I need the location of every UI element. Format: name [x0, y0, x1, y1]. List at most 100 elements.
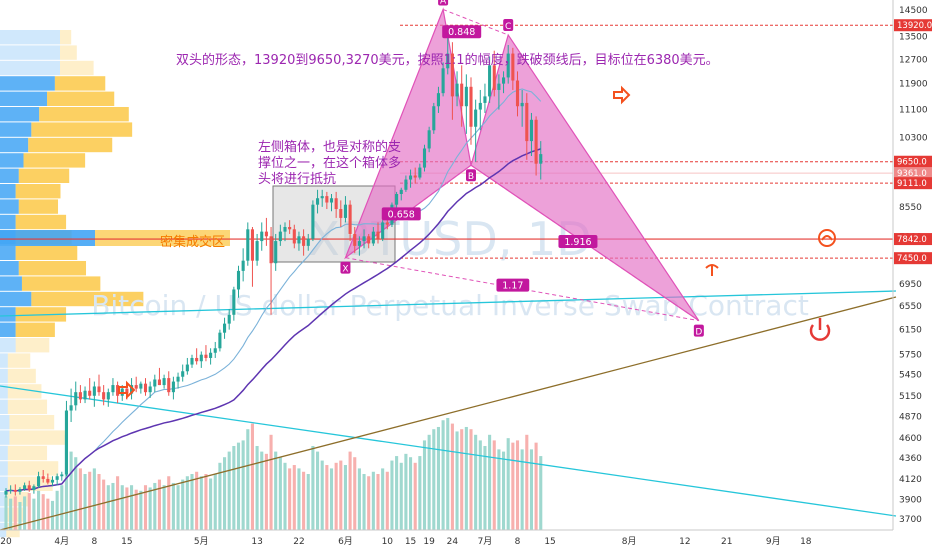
price-label: 9361.0 — [897, 169, 927, 179]
price-axis: 3700 3900 4120 4360 4600 4870 5150 5450 5750 6150… — [892, 0, 932, 530]
candle — [218, 329, 222, 352]
candle — [97, 374, 101, 396]
candle — [506, 45, 510, 84]
vp-buy-bar — [0, 338, 16, 353]
volume-bar — [520, 449, 524, 530]
volume-bar — [316, 451, 320, 530]
candle-body — [334, 198, 338, 210]
vp-buy-bar — [0, 261, 19, 276]
candle-body — [185, 364, 189, 372]
candle — [92, 381, 96, 407]
candle-body — [306, 238, 310, 246]
volume-bar — [64, 434, 68, 530]
volume-bar — [204, 474, 208, 530]
volume-bar — [432, 429, 436, 530]
price-tick-label: 4360 — [899, 454, 922, 464]
candle-body — [32, 486, 36, 490]
arrow-icon-left — [118, 380, 136, 400]
volume-bar — [9, 498, 13, 530]
volume-bar — [102, 479, 106, 530]
vp-sell-bar — [15, 245, 78, 260]
price-tick-label: 4870 — [899, 413, 922, 423]
candle-body — [464, 86, 468, 107]
candle-body — [525, 102, 529, 142]
volume-bar — [436, 426, 440, 530]
candle-body — [269, 236, 273, 264]
candle-body — [60, 474, 64, 477]
note-box-line-2: 撑位之一，在这个箱体多 — [258, 155, 401, 171]
time-axis: 20 4月 8 15 5月 13 22 6月 10 15 19 24 7月 8 15 8月 12 21 9月 18 — [0, 529, 893, 547]
time-tick-label: 20 — [0, 537, 12, 547]
price-tick-label: 13500 — [899, 33, 928, 43]
volume-bar — [334, 462, 338, 530]
vp-buy-bar — [0, 384, 8, 399]
vp-buy-bar — [0, 137, 29, 153]
candle-body — [241, 260, 245, 271]
point-label: B — [468, 172, 474, 182]
candle-body — [492, 65, 496, 90]
pattern-labels: X A B C D 0.848 0.658 1.916 1.17 — [340, 0, 704, 338]
time-tick-label: 24 — [447, 537, 459, 547]
candle-body — [246, 229, 250, 261]
candle — [404, 175, 408, 192]
candle — [157, 367, 161, 386]
candle — [460, 65, 464, 127]
volume-bar — [153, 482, 157, 530]
volume-bar — [106, 485, 110, 530]
volume-bar — [455, 431, 459, 530]
volume-bar — [525, 434, 529, 530]
volume-bar — [283, 462, 287, 530]
volume-bar — [13, 496, 17, 530]
arrow-right-icon — [613, 85, 631, 105]
volume-bar — [60, 485, 64, 530]
candle-body — [446, 53, 450, 69]
volume-bar — [27, 493, 31, 530]
candle-body — [395, 193, 399, 205]
candle — [69, 388, 73, 423]
volume-bar — [185, 476, 189, 530]
vp-sell-bar — [7, 353, 31, 368]
candle-body — [195, 357, 199, 362]
down-arrow-icon — [705, 264, 719, 276]
point-tag-bg — [340, 261, 351, 274]
candle — [83, 386, 87, 404]
vp-buy-bar — [0, 276, 22, 291]
candle — [18, 487, 22, 495]
candle-body — [325, 196, 329, 203]
vp-sell-bar — [54, 76, 106, 91]
candle-body — [176, 376, 180, 382]
time-tick-label: 15 — [121, 537, 132, 547]
ratio-tag-bg — [558, 235, 598, 249]
volume-bar — [441, 420, 445, 530]
trend-cyan-upper — [0, 290, 897, 317]
trend-cyan-lower — [0, 385, 897, 517]
candle-body — [125, 388, 129, 394]
candle — [148, 381, 152, 398]
candle-body — [436, 93, 440, 107]
volume-bar — [171, 482, 175, 530]
candle-body — [469, 86, 473, 127]
vp-buy-bar — [0, 461, 8, 476]
candle-body — [218, 332, 222, 349]
candle-body — [260, 231, 264, 242]
time-tick-label: 15 — [405, 537, 416, 547]
volume-bar — [264, 453, 268, 530]
candle — [37, 471, 41, 489]
time-tick-label: 8月 — [622, 536, 637, 547]
point-tag-bg — [438, 0, 449, 6]
volume-bar — [292, 465, 296, 530]
candle-body — [511, 53, 515, 81]
vp-buy-bar — [0, 507, 7, 522]
vp-poc-blue — [0, 230, 95, 246]
candle-body — [106, 392, 110, 400]
trend-lines — [0, 290, 897, 531]
vp-sell-bar — [7, 399, 48, 414]
vp-sell-bar — [15, 184, 61, 199]
candle-body — [506, 53, 510, 78]
volume-bar — [446, 418, 450, 530]
price-tick-label: 6950 — [899, 280, 922, 290]
arrow-right-icon — [118, 380, 136, 400]
candle-body — [274, 241, 278, 264]
candle-body — [381, 222, 385, 239]
pattern-triangle-2 — [470, 33, 700, 322]
